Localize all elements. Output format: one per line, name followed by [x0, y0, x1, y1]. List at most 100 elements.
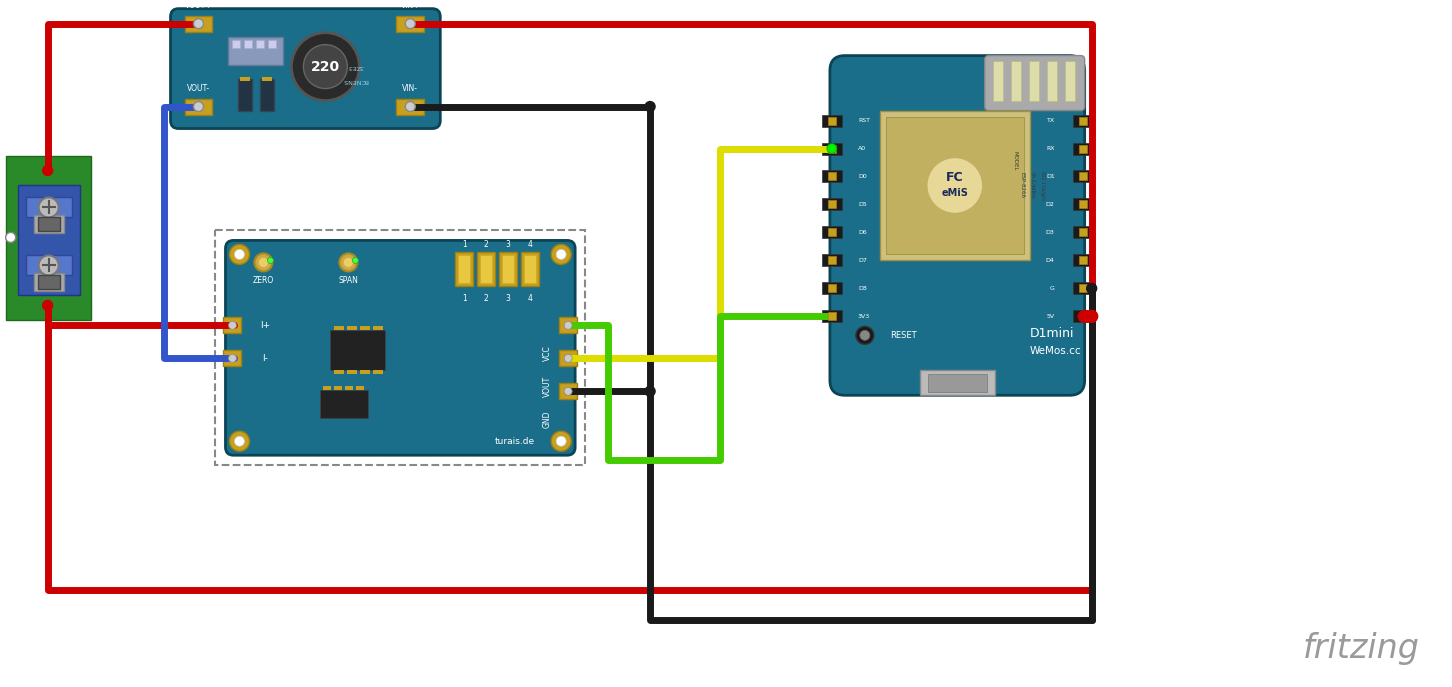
- Text: 3: 3: [505, 240, 511, 249]
- Circle shape: [39, 256, 58, 275]
- Circle shape: [343, 258, 353, 267]
- Text: VOUT+: VOUT+: [184, 1, 212, 10]
- Bar: [360, 326, 370, 330]
- Bar: [26, 256, 71, 275]
- Bar: [1079, 172, 1086, 181]
- Bar: [241, 76, 250, 80]
- Bar: [356, 386, 364, 390]
- Bar: [502, 256, 514, 283]
- Bar: [269, 40, 276, 47]
- Bar: [1079, 284, 1086, 293]
- Text: D3: D3: [1045, 230, 1054, 235]
- Circle shape: [229, 431, 250, 451]
- Circle shape: [556, 249, 566, 260]
- Circle shape: [303, 45, 347, 89]
- Bar: [456, 252, 473, 286]
- Bar: [228, 36, 283, 65]
- Circle shape: [926, 157, 983, 214]
- Text: turais.de: turais.de: [495, 437, 536, 446]
- Text: A0: A0: [858, 146, 865, 151]
- Bar: [822, 199, 842, 210]
- Bar: [1073, 311, 1093, 322]
- Text: 802.11b/g/n: 802.11b/g/n: [1040, 170, 1044, 201]
- Bar: [244, 40, 253, 47]
- Bar: [184, 16, 212, 32]
- Text: RST: RST: [858, 118, 870, 123]
- Text: D4: D4: [1045, 258, 1054, 263]
- Circle shape: [1077, 311, 1088, 322]
- Circle shape: [228, 322, 237, 329]
- Bar: [559, 317, 576, 333]
- Bar: [1073, 254, 1093, 267]
- Bar: [33, 273, 64, 291]
- Text: VIN+: VIN+: [401, 1, 420, 10]
- Bar: [822, 115, 842, 126]
- Bar: [822, 311, 842, 322]
- Bar: [346, 386, 353, 390]
- Bar: [257, 40, 264, 47]
- Bar: [224, 350, 241, 366]
- Bar: [1079, 201, 1086, 208]
- Bar: [184, 98, 212, 115]
- Bar: [215, 230, 585, 465]
- Bar: [33, 216, 64, 234]
- Bar: [6, 155, 90, 320]
- Text: 5V: 5V: [1047, 314, 1054, 319]
- Circle shape: [254, 254, 273, 271]
- Text: WeMos.cc: WeMos.cc: [1029, 346, 1082, 357]
- Bar: [334, 326, 344, 330]
- Bar: [1028, 60, 1038, 100]
- Circle shape: [556, 436, 566, 447]
- Bar: [928, 374, 987, 392]
- Circle shape: [234, 436, 244, 447]
- Text: D8: D8: [858, 286, 867, 291]
- Circle shape: [552, 245, 571, 264]
- Circle shape: [6, 232, 16, 243]
- Text: VCC: VCC: [543, 346, 552, 361]
- Text: 2: 2: [484, 240, 489, 249]
- Text: RESET: RESET: [890, 331, 916, 340]
- Circle shape: [826, 144, 836, 153]
- Bar: [828, 313, 836, 320]
- Text: D2: D2: [1045, 202, 1054, 207]
- Text: VIN-: VIN-: [402, 84, 418, 93]
- Bar: [993, 60, 1003, 100]
- Text: BCNENS: BCNENS: [343, 78, 369, 83]
- Bar: [347, 326, 357, 330]
- Bar: [232, 40, 241, 47]
- Bar: [828, 117, 836, 124]
- Bar: [828, 284, 836, 293]
- Circle shape: [193, 102, 203, 111]
- Bar: [828, 201, 836, 208]
- Bar: [1073, 227, 1093, 238]
- Bar: [559, 383, 576, 399]
- Text: SPAN: SPAN: [338, 276, 359, 285]
- Circle shape: [228, 354, 237, 362]
- Bar: [38, 218, 60, 232]
- Circle shape: [565, 322, 572, 329]
- Text: 220: 220: [311, 60, 340, 74]
- Circle shape: [860, 330, 870, 340]
- Circle shape: [645, 102, 655, 111]
- Bar: [331, 330, 385, 370]
- Bar: [263, 76, 273, 80]
- Bar: [347, 370, 357, 374]
- Circle shape: [405, 102, 415, 111]
- Text: 3: 3: [505, 294, 511, 303]
- Bar: [1079, 313, 1086, 320]
- Bar: [373, 326, 383, 330]
- FancyBboxPatch shape: [170, 9, 440, 128]
- Bar: [828, 172, 836, 181]
- Bar: [828, 256, 836, 264]
- FancyBboxPatch shape: [984, 56, 1085, 111]
- Circle shape: [1086, 283, 1096, 293]
- Circle shape: [193, 19, 203, 29]
- Bar: [822, 170, 842, 183]
- Bar: [238, 78, 253, 111]
- Bar: [559, 350, 576, 366]
- Circle shape: [42, 300, 52, 311]
- Text: VOUT-: VOUT-: [187, 84, 211, 93]
- Circle shape: [1079, 311, 1090, 322]
- Text: TX: TX: [1047, 118, 1054, 123]
- Text: VOUT: VOUT: [543, 376, 552, 397]
